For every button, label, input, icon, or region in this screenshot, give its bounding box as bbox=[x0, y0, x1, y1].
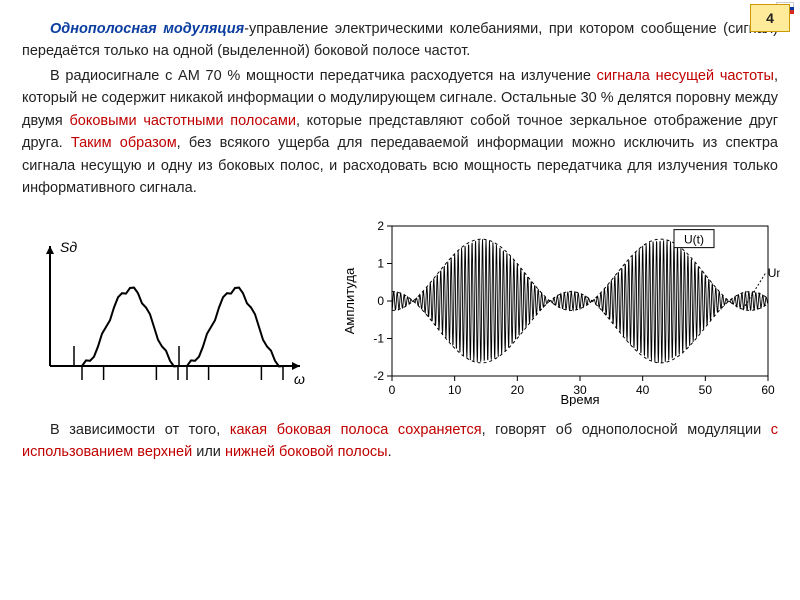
svg-text:60: 60 bbox=[761, 383, 775, 397]
figure-spectrum: Sд ω bbox=[16, 226, 316, 396]
figure-waveform: 0102030405060-2-1012ВремяАмплитудаU(t)Um bbox=[340, 216, 780, 406]
svg-text:U(t): U(t) bbox=[684, 233, 704, 247]
p3g: . bbox=[388, 444, 392, 460]
svg-text:Амплитуда: Амплитуда bbox=[342, 267, 357, 334]
svg-text:1: 1 bbox=[377, 257, 384, 271]
p3b: какая боковая полоса сохраняется bbox=[230, 422, 482, 438]
svg-text:Sд: Sд bbox=[60, 239, 77, 255]
svg-text:40: 40 bbox=[636, 383, 650, 397]
p3e: или bbox=[192, 444, 225, 460]
term-title: Однополосная модуляция bbox=[50, 21, 244, 37]
svg-text:-2: -2 bbox=[373, 369, 384, 383]
p3f: нижней боковой полосы bbox=[225, 444, 388, 460]
svg-text:0: 0 bbox=[377, 294, 384, 308]
paragraph-definition: Однополосная модуляция-управление электр… bbox=[22, 18, 778, 63]
slide-number: 4 bbox=[766, 10, 774, 26]
slide-number-badge: 4 bbox=[750, 4, 790, 32]
figures-row: Sдω 0102030405060-2-1012ВремяАмплитудаU(… bbox=[0, 214, 800, 409]
p3a: В зависимости от того, bbox=[50, 422, 230, 438]
svg-text:0: 0 bbox=[389, 383, 396, 397]
svg-text:Um: Um bbox=[768, 266, 780, 280]
p2d: боковыми частотными полосами bbox=[69, 113, 295, 129]
paragraph-conclusion: В зависимости от того, какая боковая пол… bbox=[22, 419, 778, 464]
svg-text:10: 10 bbox=[448, 383, 462, 397]
svg-text:20: 20 bbox=[511, 383, 525, 397]
text-content: Однополосная модуляция-управление электр… bbox=[0, 0, 800, 214]
svg-text:ω: ω bbox=[294, 371, 305, 387]
svg-text:-1: -1 bbox=[373, 332, 384, 346]
svg-text:2: 2 bbox=[377, 219, 384, 233]
p2a: В радиосигнале с АМ 70 % мощности переда… bbox=[50, 68, 597, 84]
p2b: сигнала несущей частоты bbox=[597, 68, 774, 84]
svg-text:50: 50 bbox=[699, 383, 713, 397]
text-content-bottom: В зависимости от того, какая боковая пол… bbox=[0, 409, 800, 474]
paragraph-explanation: В радиосигнале с АМ 70 % мощности переда… bbox=[22, 65, 778, 200]
p2f: Таким образом bbox=[71, 135, 177, 151]
svg-text:Время: Время bbox=[560, 392, 599, 406]
p3c: , говорят об однополосной модуляции bbox=[482, 422, 771, 438]
